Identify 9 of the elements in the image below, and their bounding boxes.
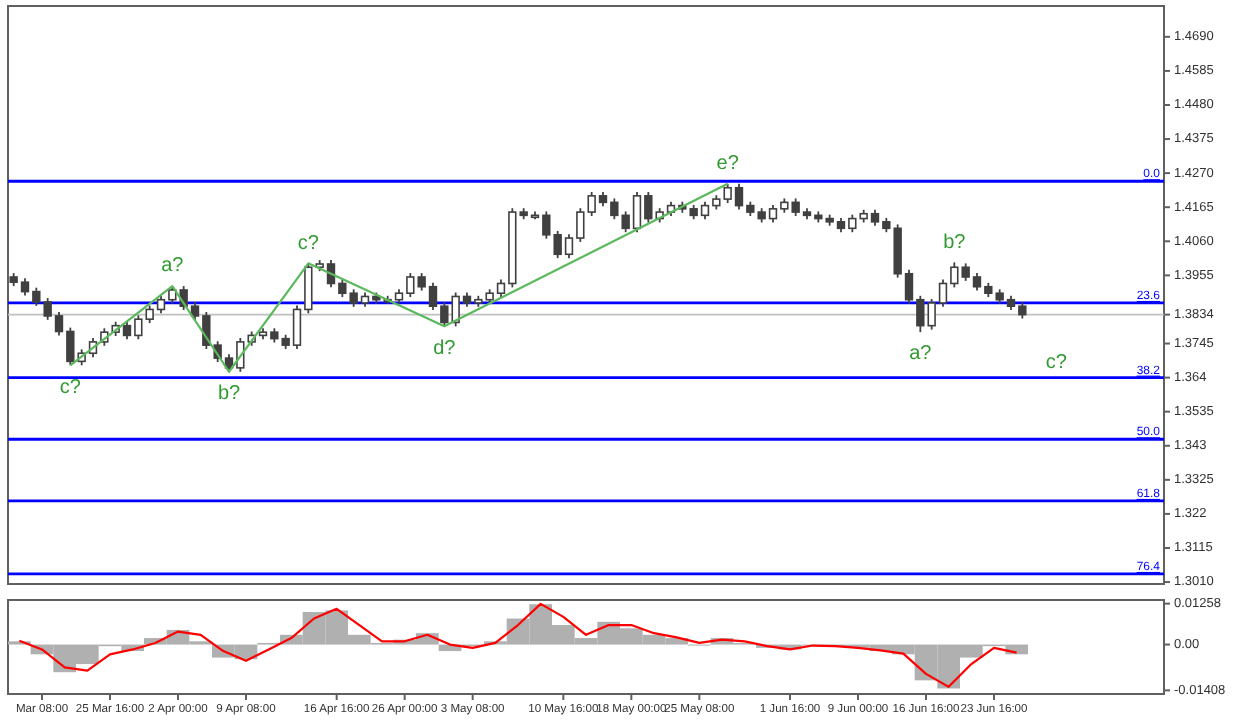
annotation: d? — [433, 337, 457, 360]
annotation: c? — [59, 376, 82, 399]
annotation: a? — [909, 343, 933, 366]
annotation: b? — [217, 383, 241, 406]
annotation: e? — [716, 153, 740, 176]
annotation: a? — [161, 255, 185, 278]
annotation: c? — [297, 232, 320, 255]
annotation: c? — [1045, 351, 1068, 374]
annotation: b? — [943, 231, 967, 254]
